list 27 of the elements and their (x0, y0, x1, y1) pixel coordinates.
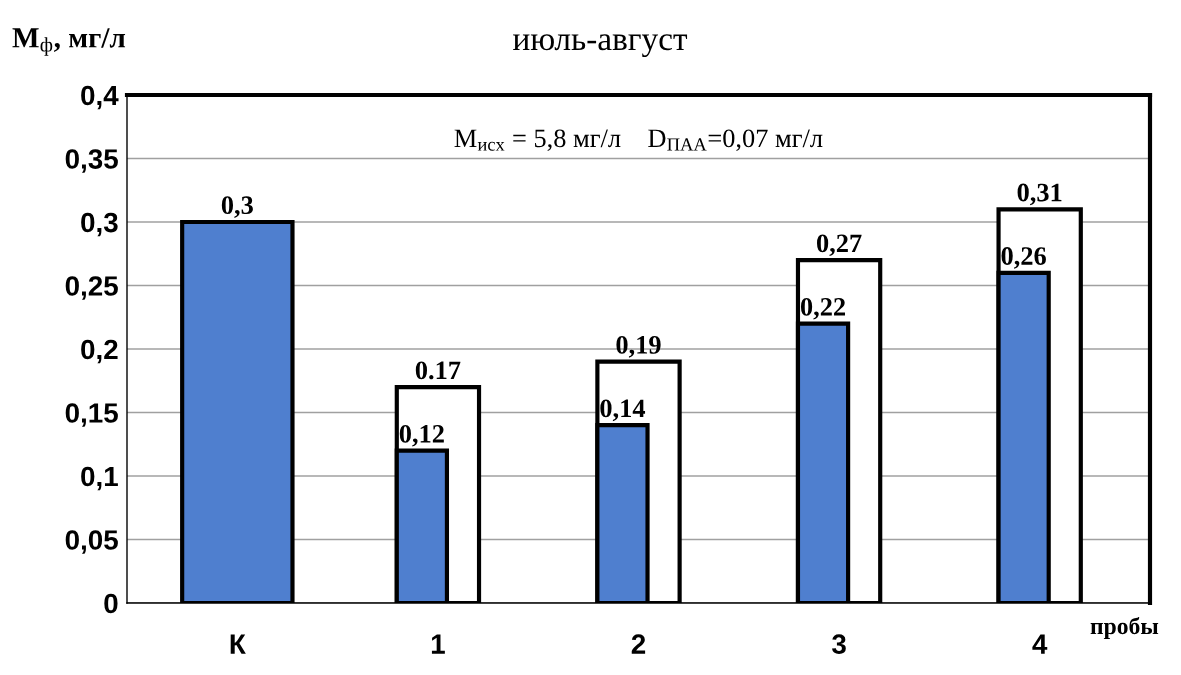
data-label: 0.17 (415, 361, 461, 380)
x-axis-title: пробы (1090, 617, 1159, 639)
y-tick-label: 0,4 (81, 85, 119, 110)
x-tick-label: 2 (631, 634, 646, 654)
data-label: 0,22 (800, 297, 845, 320)
data-label: 0,27 (817, 234, 862, 257)
data-label: 0,3 (221, 196, 253, 218)
y-tick-label: 0,3 (81, 212, 118, 237)
x-tick-label: 3 (832, 634, 846, 654)
y-tick-label: 0,1 (81, 466, 118, 491)
x-tick-label: 4 (1032, 634, 1048, 654)
y-tick-label: 0 (104, 593, 118, 614)
chart-title: июль-август (513, 34, 688, 58)
annotation: M$_{исх}$ = 5,8 мг/л D$_{ПАА}$=0,07 мг/л (454, 129, 823, 151)
y-tick-label: 0,15 (65, 403, 118, 427)
y-tick-label: 0,05 (65, 530, 118, 554)
y-tick-label: 0,2 (81, 339, 118, 364)
data-label: 0,26 (1001, 247, 1046, 269)
y-tick-label: 0,35 (65, 149, 118, 173)
data-label: 0,14 (600, 399, 646, 422)
x-tick-label: К (230, 634, 246, 654)
x-tick-label: 1 (431, 634, 445, 654)
y-axis-title: M$_{ф}$, мг/л (12, 28, 126, 56)
y-tick-label: 0,25 (65, 276, 118, 300)
data-label: 0,31 (1017, 183, 1062, 206)
data-label: 0,12 (399, 424, 444, 447)
data-label: 0,19 (616, 335, 661, 358)
